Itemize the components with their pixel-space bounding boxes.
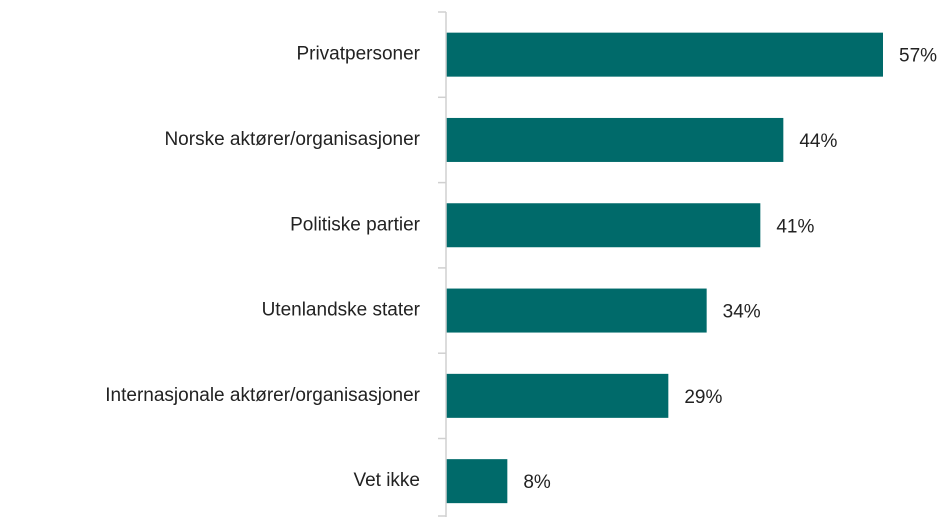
bar (446, 373, 669, 418)
data-label: 44% (799, 131, 837, 152)
data-label: 8% (523, 472, 551, 493)
data-label: 57% (899, 46, 937, 67)
bar (446, 117, 784, 162)
y-tick-label: Norske aktører/organisasjoner (164, 129, 420, 150)
data-label: 34% (723, 302, 761, 323)
bar (446, 203, 761, 248)
y-tick-label: Utenlandske stater (262, 300, 421, 321)
data-label: 29% (684, 387, 722, 408)
y-tick-label: Privatpersoner (296, 44, 420, 65)
data-label: 41% (776, 216, 814, 237)
bar (446, 459, 508, 504)
y-tick-label: Internasjonale aktører/organisasjoner (105, 385, 420, 406)
bar (446, 32, 883, 77)
bar (446, 288, 707, 333)
y-tick-label: Politiske partier (290, 214, 421, 235)
y-tick-label: Vet ikke (353, 470, 420, 491)
